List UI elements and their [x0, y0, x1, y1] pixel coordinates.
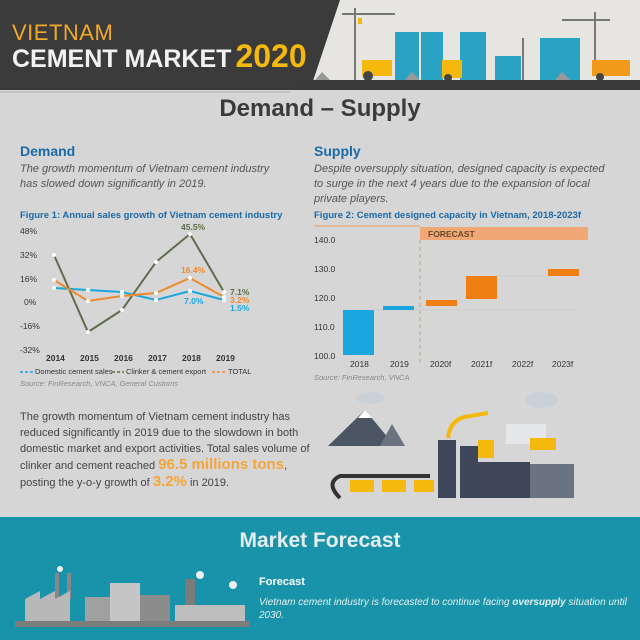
title-main-text: CEMENT MARKET [12, 45, 232, 73]
forecast-title: Market Forecast [239, 529, 401, 552]
highlight-growth: 3.2% [152, 473, 187, 490]
annotation-total-2019: 3.2% [230, 295, 250, 305]
annotation-total-2018: 16.4% [181, 265, 206, 275]
y-tick: 48% [20, 226, 38, 236]
legend-domestic: Domestic cement sales [35, 367, 113, 376]
divider [0, 91, 290, 93]
forecast-text-2: situation until 2030. [259, 597, 627, 621]
cement-plant-illustration [328, 392, 574, 500]
road [300, 80, 640, 90]
demand-intro: The growth momentum of Vietnam cement in… [20, 163, 270, 190]
annotation-domestic-2018: 7.0% [184, 296, 204, 306]
y-tick: 32% [20, 250, 38, 260]
x-tick: 2016 [114, 353, 133, 363]
x-tick: 2014 [46, 353, 65, 363]
header-banner: VIETNAM CEMENT MARKET 2020 [0, 0, 640, 90]
figure1-title: Figure 1: Annual sales growth of Vietnam… [20, 210, 283, 221]
y-tick: -32% [20, 345, 40, 355]
supply-heading: Supply [314, 143, 361, 159]
body-text-3: in 2019. [186, 477, 230, 489]
x-tick: 2018 [350, 359, 369, 369]
demand-body: The growth momentum of Vietnam cement in… [20, 409, 310, 491]
y-tick: 110.0 [314, 322, 335, 332]
x-tick: 2021f [471, 359, 493, 369]
x-tick: 2023f [552, 359, 574, 369]
legend-export: Clinker & cement export [126, 367, 207, 376]
x-tick: 2015 [80, 353, 99, 363]
annotation-domestic-2019: 1.5% [230, 303, 250, 313]
forecast-text: Vietnam cement industry is forecasted to… [259, 596, 629, 622]
y-tick: 0% [24, 297, 37, 307]
figure2-source: Source: FinResearch, VNCA [314, 373, 410, 382]
figure2-title: Figure 2: Cement designed capacity in Vi… [314, 210, 581, 221]
y-tick: -16% [20, 321, 40, 331]
forecast-text-1: Vietnam cement industry is forecasted to… [259, 597, 513, 608]
y-tick: 16% [20, 274, 38, 284]
y-tick: 120.0 [314, 293, 336, 303]
figure1-lines [20, 232, 226, 373]
y-tick: 100.0 [314, 351, 336, 361]
body-text-1: The growth momentum of Vietnam cement in… [20, 411, 310, 472]
x-tick: 2019 [390, 359, 409, 369]
highlight-volume: 96.5 millions tons [158, 456, 285, 473]
x-tick: 2020f [430, 359, 452, 369]
forecast-heading: Forecast [259, 576, 305, 588]
x-tick: 2017 [148, 353, 167, 363]
body-text-2: , posting the y-o-y growth of [20, 460, 288, 489]
header-dark-panel [0, 0, 340, 90]
y-tick: 130.0 [314, 264, 336, 274]
title-country: VIETNAM [12, 20, 114, 45]
demand-heading: Demand [20, 143, 76, 159]
construction-illustration [315, 8, 630, 82]
page-title: CEMENT MARKET 2020 [12, 38, 307, 75]
figure1-source: Source: FinResearch, VNCA, General Custo… [20, 379, 178, 388]
legend-total: TOTAL [228, 367, 252, 376]
x-tick: 2019 [216, 353, 235, 363]
annotation-export-2019: 7.1% [230, 287, 250, 297]
forecast-text-bold: oversupply [512, 597, 566, 608]
figure2-bars [314, 225, 588, 365]
x-tick: 2018 [182, 353, 201, 363]
x-tick: 2022f [512, 359, 534, 369]
forecast-label: FORECAST [428, 229, 475, 239]
section-title: Demand – Supply [219, 95, 421, 122]
y-tick: 140.0 [314, 235, 336, 245]
title-year: 2020 [235, 38, 307, 74]
factory-illustration [15, 566, 250, 627]
supply-intro: Despite oversupply situation, designed c… [314, 163, 605, 205]
annotation-export-2018: 45.5% [181, 222, 206, 232]
